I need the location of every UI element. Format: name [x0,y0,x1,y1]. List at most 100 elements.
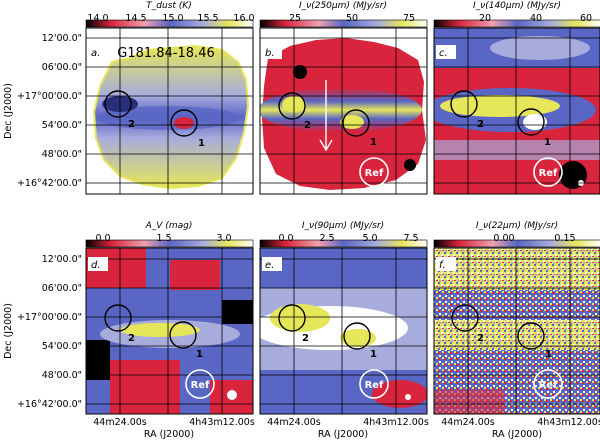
panel-a [86,28,253,194]
panel-label-e: e. [265,260,274,271]
colorbar-c [433,19,600,28]
region-circle-1-d [169,321,197,349]
cb-tick-e-1: 2.5 [319,233,334,244]
region-label-2-b: 2 [304,120,311,131]
cb-tick-b-2: 75 [403,13,415,24]
panel-f [434,248,600,414]
region-circle-1-f [517,322,545,350]
y-axis-label-bottom: Dec (J2000) [3,303,14,359]
colorbar-d [85,239,254,248]
cb-tick-d-1: 1.5 [156,233,171,244]
colorbar-title-e: I_ν(90μm) (MJy/sr) [302,221,384,231]
colorbar-b [259,19,428,28]
panel-label-b: b. [265,48,275,59]
cb-tick-a-1: 14.5 [125,13,146,24]
region-label-ref-c: Ref [539,168,558,179]
panel-labels: a. b. c. d. e. f. G181.84-18.46 [88,45,456,271]
cb-tick-b-0: 25 [289,13,301,24]
panel-b [260,28,427,194]
region-label-2-c: 2 [477,119,484,130]
region-label-1-c: 1 [544,137,551,148]
y-tick-top-0: 12'00.0" [42,33,82,44]
region-circle-2-f [451,304,479,332]
y-tick-bottom-3: 54'00.0" [42,341,82,352]
cb-tick-e-2: 5.0 [362,233,377,244]
cb-tick-c-0: 20 [479,13,491,24]
region-circle-ref-d [185,369,215,399]
cb-tick-f-0: 0.00 [493,233,514,244]
region-label-1-e: 1 [370,349,377,360]
y-tick-top-2: +17°00'00.0" [17,91,82,102]
cb-tick-d-2: 3.0 [216,233,231,244]
panel-label-d: d. [91,260,101,271]
y-axis-label-top: Dec (J2000) [3,83,14,139]
region-circle-1-a [170,109,198,137]
x-axis-labels: RA (J2000) RA (J2000) RA (J2000) [144,429,542,440]
region-circle-ref-e [359,369,389,399]
cb-tick-f-1: 0.15 [554,233,575,244]
y-tick-top-5: +16°42'00.0" [17,178,82,189]
y-ticks-top: 12'00.0" 06'00.0" +17°00'00.0" 54'00.0" … [17,33,82,189]
colorbar-title-c: I_ν(140μm) (MJy/sr) [473,1,561,11]
region-label-2-a: 2 [128,119,135,130]
cb-tick-a-2: 15.0 [162,13,183,24]
x-tick-e-0: 44m24.00s [267,417,321,428]
y-tick-top-1: 06'00.0" [42,62,82,73]
region-label-2-d: 2 [128,333,135,344]
arrow-head-icon [319,139,333,152]
region-circle-1-b [342,109,370,137]
region-label-2-e: 2 [302,333,309,344]
cb-tick-d-0: 0.0 [95,233,110,244]
panel-d [86,248,253,414]
x-axis-label-f: RA (J2000) [492,429,542,439]
cb-tick-c-1: 40 [530,13,542,24]
x-axis-label-e: RA (J2000) [318,429,368,439]
cb-tick-a-3: 15.5 [197,13,218,24]
region-circle-2-d [104,304,132,332]
y-tick-bottom-0: 12'00.0" [42,254,82,265]
source-name: G181.84-18.46 [117,46,214,61]
x-axis-label-d: RA (J2000) [144,429,194,439]
region-label-1-a: 1 [198,138,205,149]
region-circle-2-c [450,90,478,118]
region-circle-ref-c [533,157,563,187]
x-tick-f-0: 44m24.00s [441,417,495,428]
cb-tick-c-2: 60 [580,13,592,24]
panel-c [434,28,600,194]
panel-e [260,248,427,414]
region-circle-1-e [343,322,371,350]
cb-tick-a-4: 16.0 [233,13,254,24]
cb-tick-e-0: 0.0 [278,233,293,244]
colorbar-e [259,239,428,248]
panel-frames [85,27,600,415]
region-markers: 2 1 2 1 Ref 2 1 Ref 2 1 Ref 2 1 Ref 2 [104,80,563,399]
region-circle-2-e [278,304,306,332]
region-label-ref-f: Ref [539,380,558,391]
region-label-ref-e: Ref [365,380,384,391]
y-tick-top-3: 54'00.0" [42,120,82,131]
y-tick-bottom-2: +17°00'00.0" [17,312,82,323]
grid-lines [86,28,600,414]
region-circle-ref-f [533,369,563,399]
region-circle-ref-b [359,157,389,187]
region-circle-1-c [517,108,545,136]
y-tick-bottom-4: 48'00.0" [42,370,82,381]
y-tick-bottom-5: +16°42'00.0" [17,399,82,410]
region-label-1-b: 1 [370,137,377,148]
colorbar-title-b: I_ν(250μm) (MJy/sr) [299,1,387,11]
x-tick-d-1: 4h43m12.00s [189,417,255,428]
y-ticks-bottom: 12'00.0" 06'00.0" +17°00'00.0" 54'00.0" … [17,254,82,410]
region-label-1-f: 1 [545,349,552,360]
region-label-ref-b: Ref [365,168,384,179]
colorbar-a [85,19,254,28]
x-tick-f-1: 4h43m12.00s [537,417,600,428]
x-tick-d-0: 44m24.00s [93,417,147,428]
y-tick-top-4: 48'00.0" [42,149,82,160]
colorbar-f [433,239,600,248]
panel-label-c: c. [439,48,448,59]
cb-tick-b-1: 50 [346,13,358,24]
cb-tick-e-3: 7.5 [403,233,418,244]
region-circle-2-b [278,92,306,120]
x-ticks: 44m24.00s 4h43m12.00s 44m24.00s 4h43m12.… [93,417,600,428]
panel-label-a: a. [91,48,100,59]
